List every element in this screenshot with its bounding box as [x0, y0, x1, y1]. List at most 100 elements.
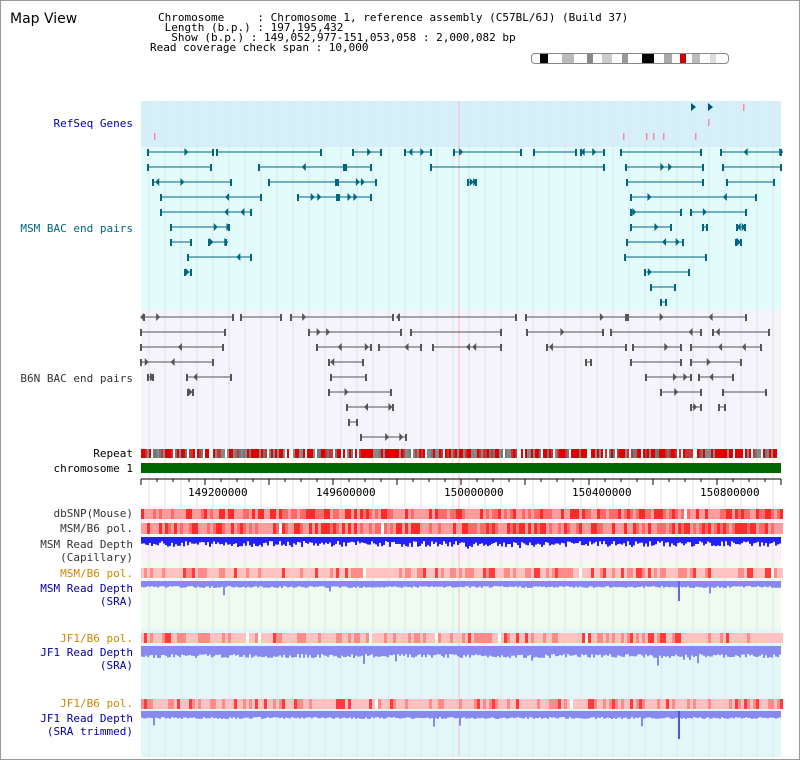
dbsnp-label[interactable]: dbSNP(Mouse) — [53, 507, 133, 520]
read-depth-bar — [155, 537, 157, 545]
read-depth-bar — [521, 646, 523, 655]
b6n-bac-label[interactable]: B6N BAC end pairs — [20, 372, 133, 385]
read-depth-bar — [733, 711, 735, 719]
msm-bac-feature-end — [375, 179, 377, 186]
read-depth-bar — [167, 581, 169, 587]
read-depth-bar — [741, 646, 743, 655]
polymorphism-cell — [771, 699, 774, 709]
msm-bac-feature-arrow — [743, 148, 748, 156]
read-depth-bar — [779, 711, 781, 718]
polymorphism-cell — [381, 568, 384, 578]
msm-pol-label[interactable]: MSM/B6 pol. — [60, 522, 133, 535]
read-depth-bar — [747, 537, 749, 542]
repeat-track — [141, 449, 781, 458]
polymorphism-cell — [297, 633, 300, 643]
read-depth-bar — [711, 537, 713, 546]
repeat-cell — [539, 449, 541, 458]
msm-depth-capillary-label[interactable]: MSM Read Depth — [40, 538, 133, 551]
msm-bac-label[interactable]: MSM BAC end pairs — [20, 222, 133, 235]
read-depth-bar — [649, 711, 651, 718]
read-depth-bar — [533, 581, 535, 587]
polymorphism-cell — [633, 568, 636, 578]
read-depth-bar — [397, 581, 399, 588]
polymorphism-cell — [591, 523, 594, 534]
msm-bac-feature-arrow — [662, 238, 667, 246]
jf1-depth-label[interactable]: JF1 Read Depth — [40, 646, 133, 659]
polymorphism-cell — [717, 699, 720, 709]
polymorphism-cell — [429, 509, 432, 519]
polymorphism-cell — [600, 523, 603, 534]
read-depth-bar — [509, 581, 511, 587]
read-depth-bar — [367, 581, 369, 588]
read-depth-bar — [605, 646, 607, 655]
jf1-pol-label[interactable]: JF1/B6 pol. — [60, 632, 133, 645]
polymorphism-cell — [444, 523, 447, 534]
read-depth-bar — [465, 711, 467, 719]
read-depth-bar — [149, 646, 151, 656]
refseq-genes-label[interactable]: RefSeq Genes — [53, 117, 133, 130]
read-depth-bar — [295, 711, 297, 719]
chromosome-ideogram[interactable] — [531, 53, 729, 64]
read-depth-bar — [195, 711, 197, 719]
repeat-cell — [199, 449, 201, 458]
read-depth-bar — [285, 646, 287, 658]
polymorphism-cell — [486, 523, 489, 534]
repeat-cell — [357, 449, 359, 458]
read-depth-bar — [701, 711, 703, 719]
read-depth-bar — [477, 646, 479, 656]
read-depth-bar — [641, 581, 643, 587]
polymorphism-cell — [480, 633, 483, 643]
read-depth-bar — [237, 646, 239, 655]
polymorphism-cell — [282, 568, 285, 578]
msm-depth-sra-sub: (SRA) — [99, 595, 133, 608]
read-depth-bar — [527, 711, 529, 719]
polymorphism-cell — [627, 509, 630, 519]
polymorphism-cell — [360, 699, 363, 709]
read-depth-bar — [365, 537, 367, 544]
read-depth-bar — [699, 537, 701, 542]
polymorphism-cell — [510, 568, 513, 578]
polymorphism-cell — [573, 633, 576, 643]
repeat-cell — [171, 449, 173, 458]
msm-depth-sra-label[interactable]: MSM Read Depth — [40, 582, 133, 595]
jf1-pol-trim-label[interactable]: JF1/B6 pol. — [60, 697, 133, 710]
msm-pol-sra-label[interactable]: MSM/B6 pol. — [60, 567, 133, 580]
repeat-cell — [485, 449, 487, 458]
msm-bac-feature-end — [626, 239, 628, 246]
polymorphism-cell — [729, 568, 732, 578]
polymorphism-cell — [438, 509, 441, 519]
polymorphism-cell — [330, 699, 333, 709]
polymorphism-cell — [195, 633, 198, 643]
repeat-cell — [335, 449, 337, 458]
repeat-cell — [699, 449, 701, 458]
read-depth-bar — [503, 711, 505, 718]
read-depth-bar — [685, 711, 687, 719]
polymorphism-cell — [561, 699, 564, 709]
polymorphism-cell — [306, 509, 309, 519]
polymorphism-cell — [159, 568, 162, 578]
polymorphism-cell — [642, 509, 645, 519]
read-depth-bar — [255, 646, 257, 656]
polymorphism-cell — [321, 633, 324, 643]
polymorphism-cell — [363, 523, 366, 534]
read-depth-bar — [141, 646, 143, 657]
polymorphism-cell — [378, 568, 381, 578]
msm-bac-feature-arrow — [317, 193, 322, 201]
read-depth-bar — [459, 581, 461, 587]
polymorphism-cell — [567, 568, 570, 578]
read-depth-bar — [213, 646, 215, 657]
polymorphism-cell — [174, 568, 177, 578]
msm-bac-feature-end — [370, 194, 372, 201]
polymorphism-cell — [549, 568, 552, 578]
polymorphism-cell — [417, 509, 420, 519]
polymorphism-cell — [723, 523, 726, 534]
b6n-bac-feature-arrow — [560, 328, 565, 336]
b6n-bac-feature-end — [690, 344, 692, 351]
polymorphism-cell — [174, 509, 177, 519]
read-depth-bar — [211, 646, 213, 658]
polymorphism-cell — [375, 633, 378, 643]
jf1-depth-trim-label[interactable]: JF1 Read Depth — [40, 712, 133, 725]
polymorphism-cell — [651, 523, 654, 534]
polymorphism-cell — [471, 568, 474, 578]
